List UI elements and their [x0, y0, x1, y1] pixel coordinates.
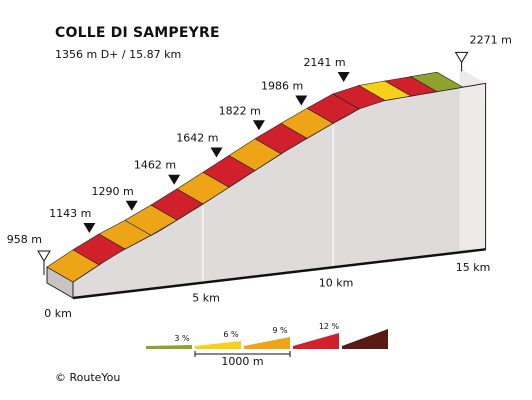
waypoint-marker [83, 223, 96, 234]
waypoint-marker [168, 174, 181, 185]
x-tick-label: 0 km [44, 307, 72, 320]
waypoint-label: 1986 m [261, 79, 303, 92]
grade-segments [46, 71, 464, 283]
legend-label: 6 % [223, 330, 239, 339]
waypoint-marker-open [454, 51, 469, 64]
grade-segment [410, 71, 464, 92]
waypoint-marker [210, 147, 223, 158]
chart-subtitle: 1356 m D+ / 15.87 km [55, 48, 182, 61]
profile-right-side [459, 68, 486, 250]
waypoint-label: 1822 m [219, 104, 261, 117]
legend-swatch [342, 329, 388, 349]
waypoint-label: 2271 m [470, 33, 512, 46]
legend-swatch [195, 341, 241, 349]
profile-front-face [73, 83, 486, 298]
waypoint-marker-open [37, 250, 51, 262]
profile-base-line [72, 248, 486, 300]
waypoint-marker [252, 120, 265, 131]
waypoint-label: 958 m [7, 233, 42, 246]
legend-label: 12 % [319, 322, 340, 331]
legend-scale-label: 1000 m [221, 355, 263, 368]
x-tick-label: 5 km [192, 292, 220, 305]
legend-swatch [244, 337, 290, 349]
waypoint-label: 1290 m [92, 185, 134, 198]
x-tick-label: 15 km [456, 261, 491, 274]
legend-label: 9 % [272, 326, 288, 335]
grade-legend: 3 % 6 % 9 % 12 % 1000 m [146, 322, 388, 368]
copyright-text: © RouteYou [55, 371, 121, 384]
waypoint-label: 2141 m [303, 56, 345, 69]
waypoint-label: 1462 m [134, 159, 176, 172]
legend-swatch [293, 333, 339, 349]
waypoint-marker [295, 95, 308, 106]
distance-axis: 0 km 5 km 10 km 15 km [44, 248, 491, 320]
waypoint-marker [125, 200, 138, 211]
x-tick-label: 10 km [319, 276, 354, 289]
legend-label: 3 % [174, 334, 190, 343]
legend-swatch [146, 345, 192, 349]
profile-body [46, 68, 487, 299]
waypoint-label: 1642 m [176, 132, 218, 145]
chart-title: COLLE DI SAMPEYRE [55, 25, 220, 41]
waypoint-label: 1143 m [49, 207, 91, 220]
waypoint-marker [337, 72, 350, 83]
